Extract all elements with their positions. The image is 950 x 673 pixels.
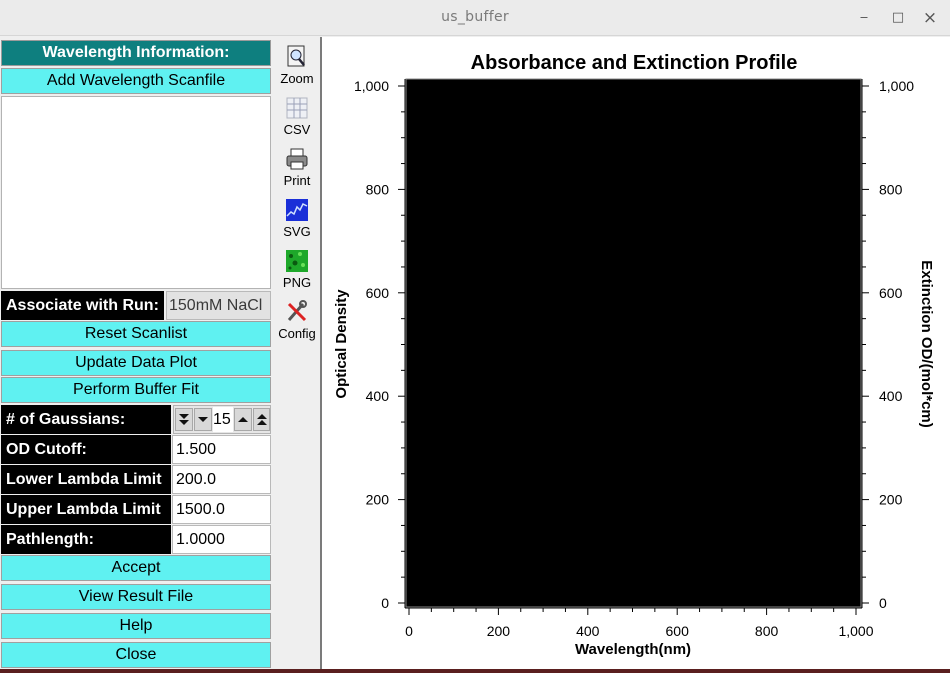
zoom-tool[interactable]: Zoom [276,45,318,86]
accept-button[interactable]: Accept [1,555,271,581]
csv-icon [286,97,308,119]
window-title: us_buffer [441,9,509,25]
perform-fit-button[interactable]: Perform Buffer Fit [1,377,271,403]
bottom-border [0,669,950,673]
absorbance-chart[interactable]: Absorbance and Extinction Profile 0 200 40… [322,37,950,669]
panel-divider [320,37,322,669]
add-scanfile-button[interactable]: Add Wavelength Scanfile [1,68,271,94]
y-tick-label: 400 [366,388,390,404]
x-tick-label: 0 [405,623,413,639]
help-button[interactable]: Help [1,613,271,639]
y-tick-label: 1,000 [354,78,389,94]
associate-run-value: 150mM NaCl [166,291,271,320]
axis-ticks: 0 200 400 600 800 1,000 0 200 400 600 800 1,000 0 200… [354,78,914,639]
y2-tick-label: 0 [879,595,887,611]
close-button[interactable]: Close [1,642,271,668]
print-label: Print [283,173,311,188]
svg-tool[interactable]: SVG [276,198,318,239]
config-tool[interactable]: Config [276,300,318,341]
gaussians-value[interactable]: 15 [213,407,233,432]
csv-label: CSV [283,122,311,137]
y2-tick-label: 600 [879,285,903,301]
od-cutoff-input[interactable]: 1.500 [172,435,271,464]
y-tick-label: 600 [366,285,390,301]
reset-scanlist-button[interactable]: Reset Scanlist [1,321,271,347]
pathlength-label: Pathlength: [1,525,171,554]
x-axis-label: Wavelength(nm) [575,641,691,658]
upper-lambda-input[interactable]: 1500.0 [172,495,271,524]
x-tick-label: 1,000 [838,623,873,639]
x-tick-label: 800 [755,623,779,639]
zoom-icon [287,45,305,67]
x-tick-label: 200 [487,623,511,639]
plot-pane: Absorbance and Extinction Profile 0 200 40… [322,37,950,669]
fast-decrease-icon[interactable] [175,408,193,431]
y2-tick-label: 800 [879,181,903,197]
y2-axis-label: Extinction OD/(mol*cm) [918,260,935,428]
svg-icon [286,199,308,221]
scanfile-list[interactable] [1,96,271,289]
plot-canvas[interactable] [405,78,862,608]
close-window-button[interactable]: × [922,8,938,28]
config-label: Config [278,326,316,341]
minimize-button[interactable]: ‒ [859,10,869,25]
y2-tick-label: 1,000 [879,78,914,94]
chart-title: Absorbance and Extinction Profile [471,52,798,74]
gaussians-counter[interactable]: 15 [173,405,271,434]
maximize-button[interactable]: □ [891,10,905,25]
png-icon [286,250,308,272]
gaussians-label: # of Gaussians: [1,405,171,434]
update-plot-button[interactable]: Update Data Plot [1,350,271,376]
wavelength-info-header: Wavelength Information: [1,40,271,66]
increase-icon[interactable] [234,408,252,431]
print-tool[interactable]: Print [276,147,318,188]
od-cutoff-label: OD Cutoff: [1,435,171,464]
print-icon [286,148,308,170]
y-tick-label: 200 [366,492,390,508]
associate-label: Associate with Run: [1,291,164,320]
y-axis-label: Optical Density [333,289,350,399]
title-bar: us_buffer ‒ □ × [0,0,950,36]
y-tick-label: 0 [381,595,389,611]
fast-increase-icon[interactable] [253,408,270,431]
lower-lambda-input[interactable]: 200.0 [172,465,271,494]
pathlength-input[interactable]: 1.0000 [172,525,271,554]
y2-tick-label: 200 [879,492,903,508]
svg-label: SVG [283,224,311,239]
zoom-label: Zoom [280,71,314,86]
view-result-button[interactable]: View Result File [1,584,271,610]
lower-lambda-label: Lower Lambda Limit [1,465,171,494]
png-tool[interactable]: PNG [276,249,318,290]
config-icon [287,300,307,322]
y2-tick-label: 400 [879,388,903,404]
y-tick-label: 800 [366,181,390,197]
x-tick-label: 400 [576,623,600,639]
x-tick-label: 600 [666,623,690,639]
upper-lambda-label: Upper Lambda Limit [1,495,171,524]
csv-tool[interactable]: CSV [276,96,318,137]
png-label: PNG [282,275,312,290]
decrease-icon[interactable] [194,408,212,431]
